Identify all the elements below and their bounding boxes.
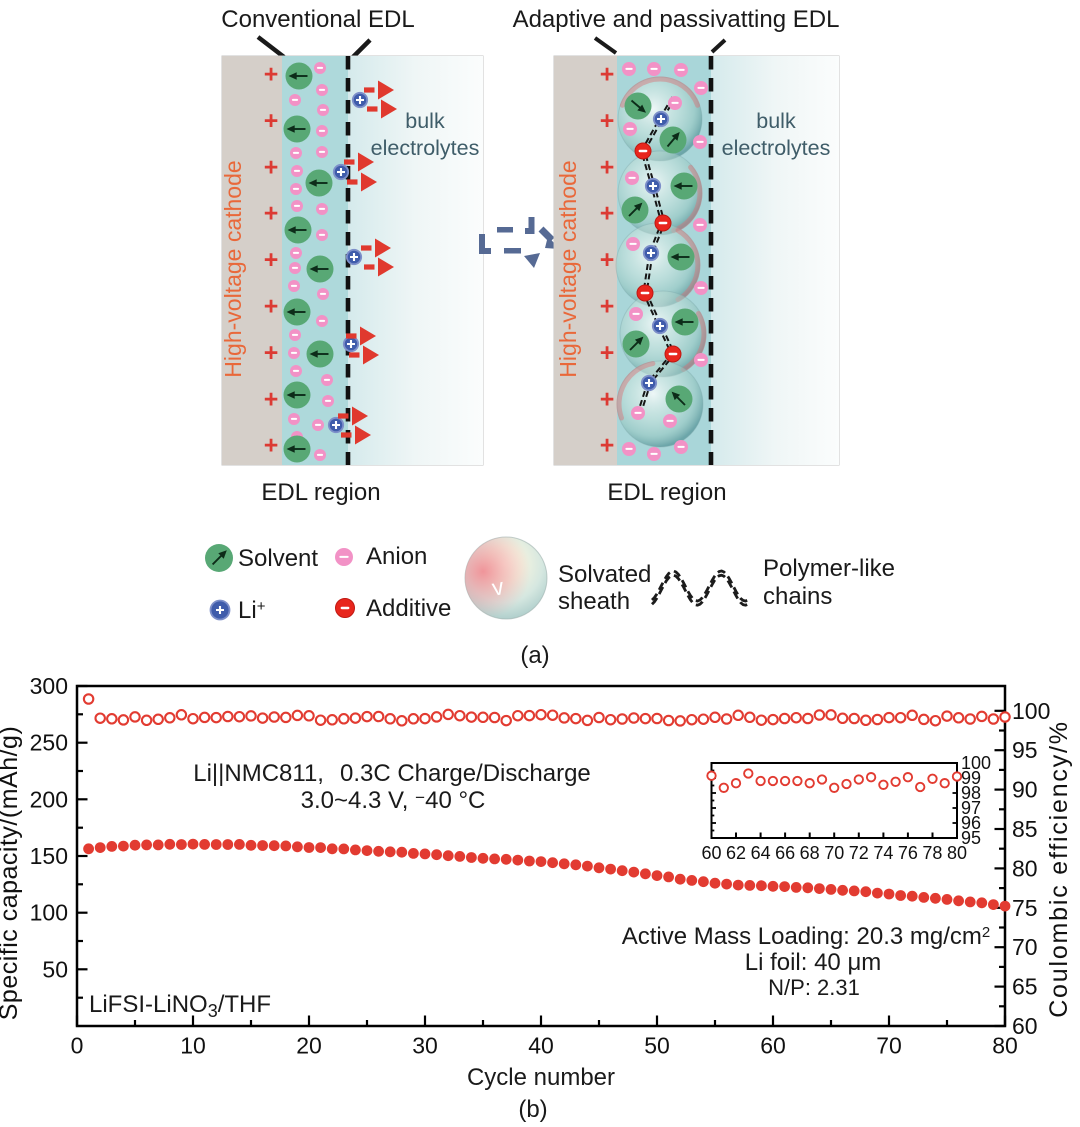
svg-text:74: 74 [873, 843, 893, 863]
svg-text:68: 68 [800, 843, 820, 863]
svg-text:200: 200 [30, 786, 68, 812]
svg-text:99: 99 [961, 768, 981, 788]
svg-text:sheath: sheath [558, 588, 630, 615]
svg-text:300: 300 [30, 673, 68, 699]
svg-text:Additive: Additive [366, 595, 451, 622]
svg-text:+: + [600, 107, 615, 135]
svg-text:Li foil: 40 μm: Li foil: 40 μm [745, 949, 882, 976]
svg-text:80: 80 [1012, 855, 1038, 881]
svg-text:Active Mass Loading: 20.3 mg/c: Active Mass Loading: 20.3 mg/cm2 [622, 923, 991, 950]
svg-text:Conventional EDL: Conventional EDL [221, 6, 414, 33]
svg-text:(a): (a) [520, 642, 549, 669]
svg-text:+: + [264, 339, 279, 367]
svg-text:95: 95 [961, 828, 981, 848]
svg-text:78: 78 [922, 843, 942, 863]
svg-text:Adaptive and passivatting EDL: Adaptive and passivatting EDL [513, 6, 840, 33]
svg-text:60: 60 [701, 843, 721, 863]
svg-text:90: 90 [1012, 777, 1038, 803]
svg-text:+: + [264, 385, 279, 413]
svg-text:chains: chains [763, 583, 832, 610]
svg-text:Coulombic efficiency/%: Coulombic efficiency/% [1045, 720, 1073, 1018]
svg-text:80: 80 [947, 843, 967, 863]
svg-text:97: 97 [961, 798, 981, 818]
svg-text:3.0~4.3 V, −40 °C: 3.0~4.3 V, −40 °C [301, 787, 486, 814]
svg-text:bulk: bulk [405, 109, 445, 133]
svg-text:+: + [264, 61, 279, 89]
svg-text:+: + [600, 432, 615, 460]
svg-text:+: + [600, 385, 615, 413]
svg-text:60: 60 [1012, 1013, 1038, 1039]
svg-text:150: 150 [30, 843, 68, 869]
svg-text:96: 96 [961, 813, 981, 833]
svg-text:+: + [600, 339, 615, 367]
svg-text:64: 64 [751, 843, 771, 863]
svg-text:60: 60 [760, 1033, 786, 1059]
svg-text:High-voltage cathode: High-voltage cathode [555, 160, 581, 377]
svg-text:50: 50 [644, 1033, 670, 1059]
svg-text:+: + [264, 153, 279, 181]
svg-text:EDL region: EDL region [607, 479, 726, 506]
svg-text:100: 100 [961, 753, 991, 773]
svg-text:Anion: Anion [366, 543, 427, 570]
svg-text:+: + [264, 432, 279, 460]
svg-text:95: 95 [1012, 737, 1038, 763]
svg-text:100: 100 [30, 900, 68, 926]
svg-text:EDL region: EDL region [261, 479, 380, 506]
svg-text:Solvent: Solvent [238, 545, 318, 572]
svg-text:30: 30 [412, 1033, 438, 1059]
svg-text:10: 10 [180, 1033, 206, 1059]
svg-text:70: 70 [824, 843, 844, 863]
svg-text:electrolytes: electrolytes [722, 136, 831, 160]
svg-text:72: 72 [849, 843, 869, 863]
svg-text:70: 70 [876, 1033, 902, 1059]
svg-text:electrolytes: electrolytes [371, 136, 480, 160]
svg-text:62: 62 [726, 843, 746, 863]
svg-text:+: + [600, 293, 615, 321]
svg-text:Li||NMC811,0.3C Charge/Dischar: Li||NMC811, 0.3C Charge/Discharge [193, 760, 591, 787]
svg-text:Solvated: Solvated [558, 561, 651, 588]
svg-text:98: 98 [961, 783, 981, 803]
svg-text:LiFSI-LiNO3/THF: LiFSI-LiNO3/THF [89, 991, 271, 1021]
svg-text:+: + [264, 293, 279, 321]
svg-text:+: + [264, 200, 279, 228]
svg-text:0: 0 [71, 1033, 84, 1059]
svg-text:76: 76 [898, 843, 918, 863]
svg-text:75: 75 [1012, 895, 1038, 921]
svg-text:+: + [264, 246, 279, 274]
svg-text:Polymer-like: Polymer-like [763, 555, 895, 582]
svg-text:+: + [264, 107, 279, 135]
svg-text:Cycle number: Cycle number [467, 1064, 615, 1091]
svg-text:N/P: 2.31: N/P: 2.31 [768, 975, 860, 1000]
svg-text:80: 80 [992, 1033, 1018, 1059]
svg-text:20: 20 [296, 1033, 322, 1059]
svg-text:40: 40 [528, 1033, 554, 1059]
svg-text:(b): (b) [518, 1096, 547, 1122]
svg-text:High-voltage cathode: High-voltage cathode [220, 160, 246, 377]
svg-text:bulk: bulk [756, 109, 796, 133]
svg-text:250: 250 [30, 730, 68, 756]
svg-text:+: + [600, 200, 615, 228]
svg-text:+: + [600, 246, 615, 274]
svg-text:70: 70 [1012, 934, 1038, 960]
svg-text:v: v [490, 573, 506, 601]
svg-text:66: 66 [775, 843, 795, 863]
svg-text:+: + [600, 153, 615, 181]
svg-text:85: 85 [1012, 816, 1038, 842]
svg-text:50: 50 [42, 956, 68, 982]
svg-text:100: 100 [1012, 698, 1050, 724]
svg-text:Specific capacity/(mAh/g): Specific capacity/(mAh/g) [0, 726, 23, 1021]
svg-text:+: + [600, 61, 615, 89]
svg-text:65: 65 [1012, 974, 1038, 1000]
